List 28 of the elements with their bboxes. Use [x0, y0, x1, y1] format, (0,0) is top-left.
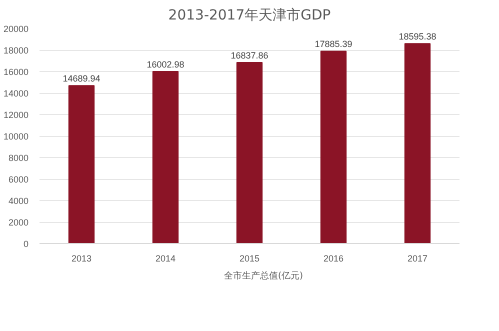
data-label: 16837.86: [230, 50, 268, 60]
data-label: 14689.94: [62, 74, 100, 84]
y-tick-label: 16000: [3, 67, 29, 77]
y-tick-label: 12000: [3, 110, 29, 120]
y-tick-label: 10000: [3, 132, 29, 142]
data-label: 16002.98: [146, 59, 184, 70]
y-tick-label: 18000: [3, 46, 29, 56]
y-tick-label: 2000: [8, 218, 29, 228]
bar: [152, 70, 179, 244]
y-tick-label: 4000: [8, 196, 29, 206]
y-tick-label: 6000: [8, 174, 29, 184]
x-tick-label: 2013: [71, 254, 92, 264]
bar: [320, 50, 347, 244]
chart-title: 2013-2017年天津市GDP: [168, 8, 331, 24]
y-tick-label: 0: [23, 239, 29, 249]
bar: [404, 43, 431, 244]
bar: [236, 62, 263, 244]
y-tick-label: 14000: [3, 88, 29, 98]
y-tick-label: 20000: [3, 24, 29, 34]
text: 全市生产总值(亿元): [224, 270, 304, 282]
bar: [68, 85, 95, 244]
data-label: 17885.39: [314, 39, 352, 50]
x-tick-label: 2016: [323, 254, 344, 264]
x-tick-label: 2014: [155, 254, 176, 264]
data-label: 18595.38: [398, 32, 436, 42]
y-tick-label: 8000: [8, 153, 29, 163]
x-tick-label: 2015: [239, 254, 260, 264]
x-tick-label: 2017: [407, 254, 428, 264]
